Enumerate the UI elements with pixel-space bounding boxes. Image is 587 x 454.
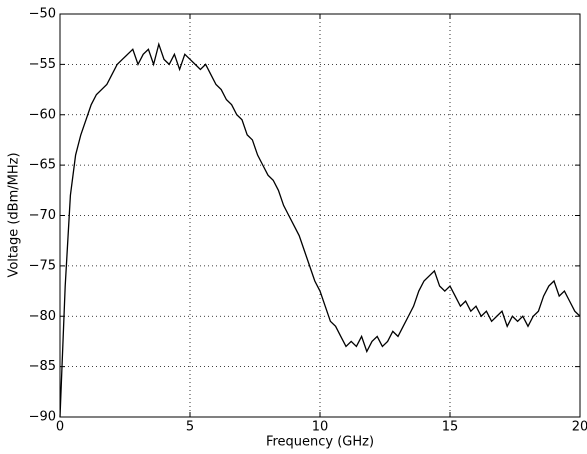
y-tick-label: −85 <box>29 359 56 374</box>
y-tick-label: −50 <box>29 7 56 22</box>
y-tick-label: −55 <box>29 57 56 72</box>
y-tick-label: −60 <box>29 107 56 122</box>
data-line <box>59 41 581 418</box>
x-tick-label: 0 <box>56 420 64 435</box>
x-tick-label: 20 <box>572 420 587 435</box>
plot-frame <box>59 13 581 418</box>
y-tick-label: −70 <box>29 208 56 223</box>
y-axis-label: Voltage (dBm/MHz) <box>7 152 22 277</box>
x-axis-label: Frequency (GHz) <box>266 435 374 450</box>
y-tick-label: −65 <box>29 158 56 173</box>
y-tick-label: −90 <box>29 410 56 425</box>
y-tick-label: −75 <box>29 258 56 273</box>
y-tick-label: −80 <box>29 309 56 324</box>
x-tick-label: 10 <box>312 420 329 435</box>
x-tick-label: 15 <box>442 420 459 435</box>
x-tick-label: 5 <box>186 420 194 435</box>
